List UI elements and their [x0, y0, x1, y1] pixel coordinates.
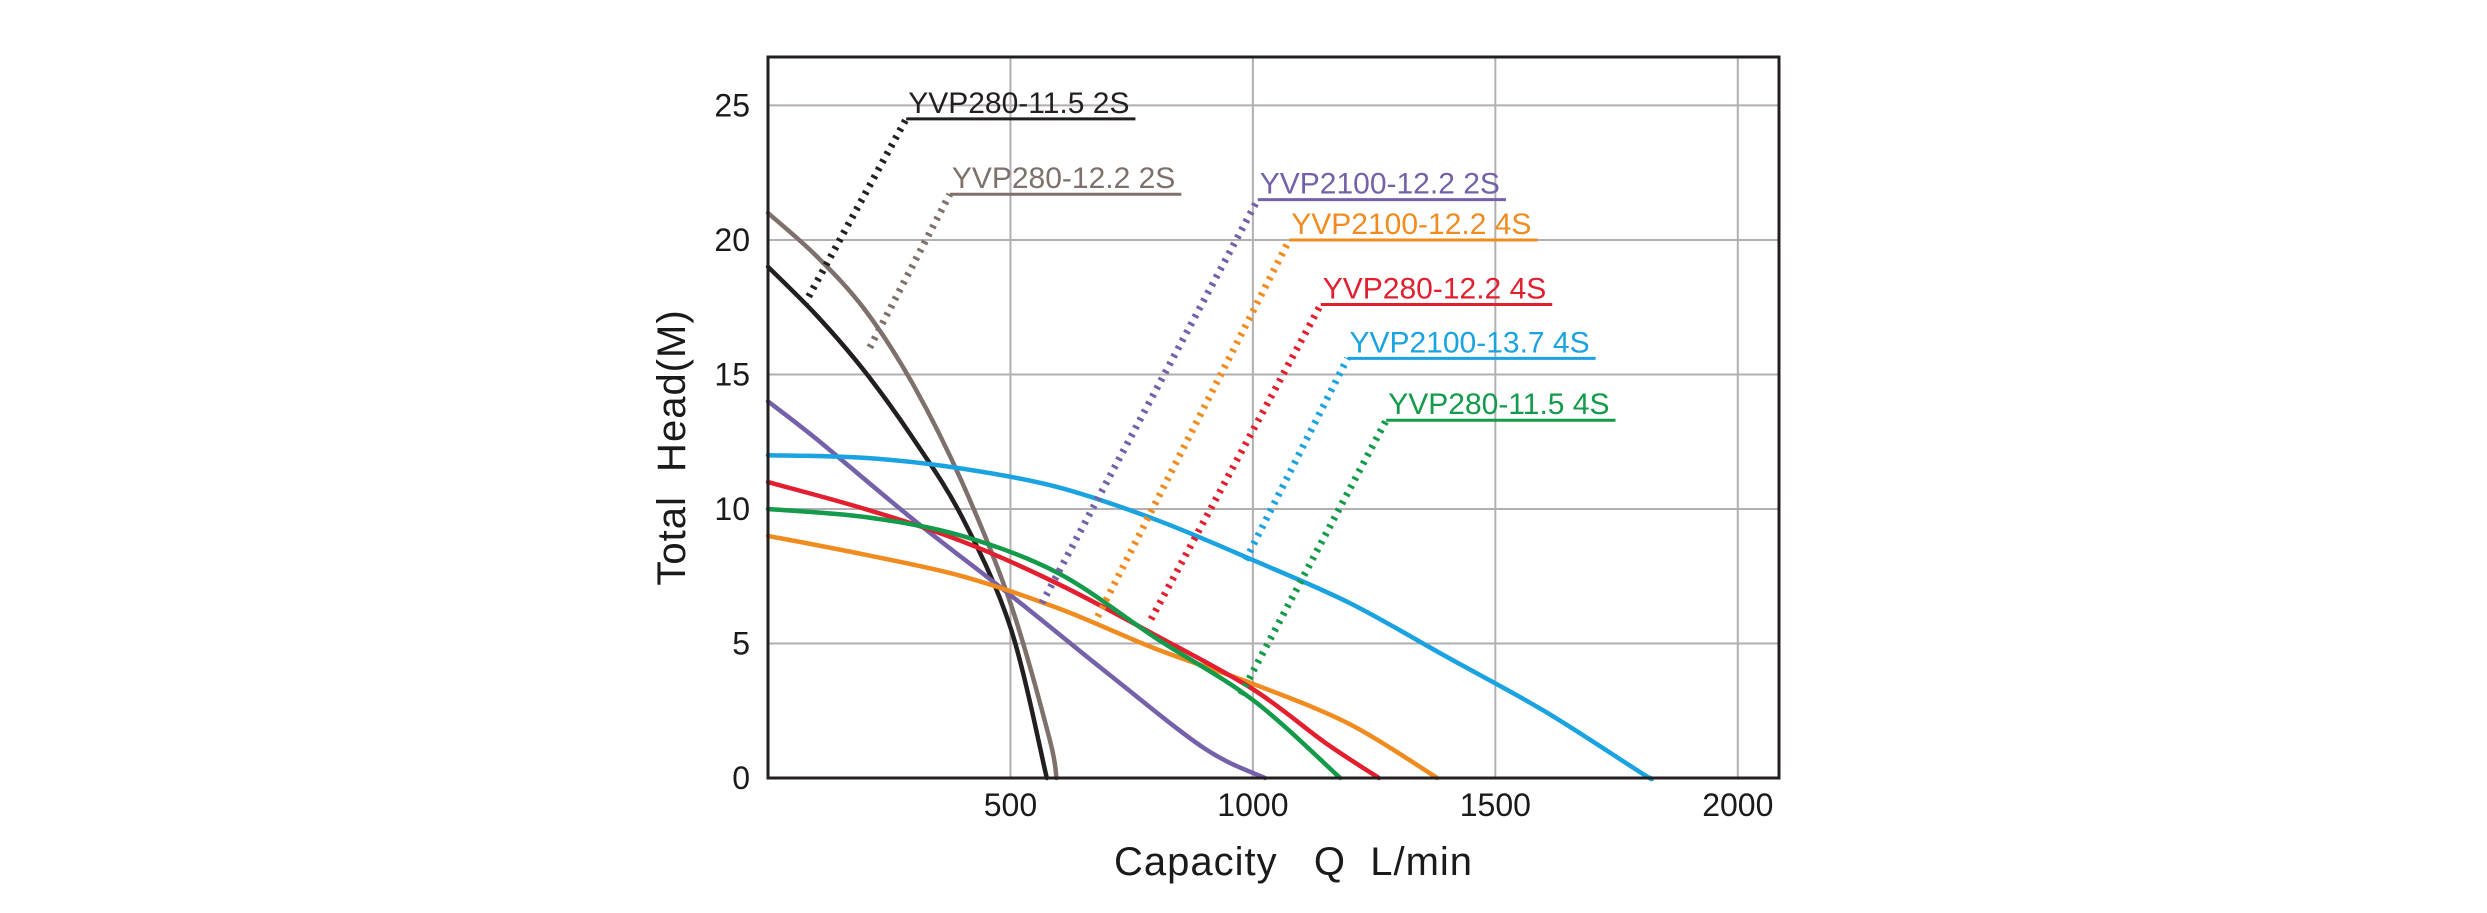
- leader-dotted-6: [1242, 356, 1351, 562]
- series-line-5: [765, 479, 1382, 781]
- y-tick-label: 5: [732, 625, 750, 661]
- series-line-2: [765, 210, 1059, 781]
- series-label-7: YVP280-11.5 4S: [1388, 388, 1609, 421]
- series-line-3: [765, 399, 1268, 781]
- series-label-6: YVP2100-13.7 4S: [1349, 326, 1589, 359]
- y-tick-label: 15: [714, 356, 750, 392]
- series-line-1: [765, 264, 1050, 781]
- x-tick-label: 500: [984, 787, 1037, 823]
- y-tick-label: 20: [714, 222, 750, 258]
- x-axis-title: Capacity Q L/min: [1114, 840, 1473, 884]
- series-label-5: YVP280-12.2 4S: [1323, 273, 1547, 306]
- grid: [768, 57, 1779, 778]
- leader-dotted-5: [1147, 302, 1324, 621]
- series-label-4: YVP2100-12.2 4S: [1291, 208, 1531, 241]
- leader-dotted-4: [1094, 238, 1293, 619]
- leader-dotted-1: [801, 117, 910, 307]
- series-label-3: YVP2100-12.2 2S: [1260, 168, 1500, 201]
- plot-frame: [766, 55, 1781, 780]
- series-line-7: [765, 506, 1343, 781]
- x-tick-label: 1000: [1217, 787, 1288, 823]
- tick-labels: 500 1000 1500 2000 0 5 10 15 20 25: [714, 87, 1773, 823]
- series-label-2: YVP280-12.2 2S: [952, 162, 1175, 195]
- y-tick-label: 0: [732, 760, 750, 796]
- y-axis-title: Total Head(M): [650, 309, 694, 585]
- y-tick-label: 25: [714, 87, 750, 123]
- series-line-6: [765, 452, 1654, 782]
- y-tick-label: 10: [714, 491, 750, 527]
- x-tick-label: 2000: [1702, 787, 1773, 823]
- x-tick-label: 1500: [1460, 787, 1531, 823]
- leader-lines: YVP280-11.5 2S YVP280-12.2 2S YVP2100-12.2…: [801, 87, 1616, 697]
- curves: [765, 210, 1654, 782]
- leader-dotted-3: [1038, 197, 1261, 605]
- series-label-1: YVP280-11.5 2S: [908, 87, 1129, 120]
- series-line-4: [765, 533, 1440, 781]
- leader-dotted-2: [866, 192, 953, 350]
- leader-dotted-7: [1237, 418, 1390, 697]
